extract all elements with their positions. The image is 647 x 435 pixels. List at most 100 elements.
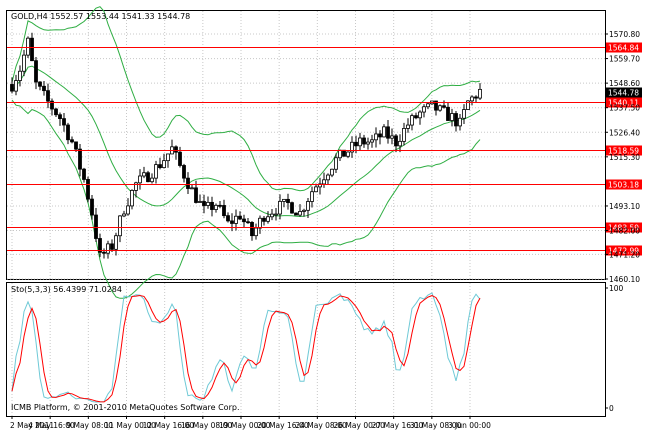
level-tag	[606, 222, 642, 233]
candle-body	[54, 108, 58, 116]
candle-body	[62, 118, 66, 126]
candle-body	[206, 201, 210, 206]
candle-body	[458, 117, 462, 127]
candle-body	[382, 126, 386, 138]
candle-body	[238, 215, 242, 220]
time-label: 24 May 08:00	[295, 421, 347, 430]
candle-body	[90, 198, 94, 216]
bollinger-middle	[11, 65, 481, 218]
main-price-pane[interactable]	[6, 10, 606, 280]
candle-body	[278, 201, 282, 215]
candle-body	[302, 209, 306, 212]
level-tag-label: 1503.18	[608, 181, 639, 190]
candle-body	[398, 140, 402, 147]
candle-body	[350, 141, 354, 153]
candle-body	[282, 198, 286, 202]
candle-body	[130, 190, 134, 207]
level-tag-label: 1518.59	[608, 147, 639, 156]
candle-body	[362, 137, 366, 145]
price-label: 1460.10	[609, 275, 640, 284]
level-tag	[606, 42, 642, 53]
candle-body	[46, 90, 50, 102]
time-label: 16 May 08:00	[181, 421, 233, 430]
candle-body	[186, 177, 190, 189]
stochastic-pane[interactable]	[6, 282, 606, 417]
candle-body	[390, 135, 394, 139]
candle-body	[30, 37, 34, 62]
price-label: 1559.70	[609, 55, 640, 64]
stochastic-axis: 100 0	[605, 284, 624, 413]
candle-body	[258, 217, 262, 229]
candle-body	[254, 227, 258, 237]
candle-body	[218, 204, 222, 207]
candle-body	[450, 113, 454, 121]
candle-body	[118, 215, 122, 237]
candle-body	[50, 100, 54, 110]
candle-body	[162, 160, 166, 169]
candle-body	[478, 88, 482, 99]
time-label: 2 May 2011	[10, 421, 54, 430]
level-tag-label: 1483.59	[608, 224, 639, 233]
price-label: 1526.40	[609, 128, 640, 137]
time-label: 31 May 08:00	[410, 421, 462, 430]
candle-body	[74, 141, 78, 150]
candle-body	[82, 168, 86, 180]
candle-body	[394, 135, 398, 147]
candle-body	[26, 37, 30, 56]
candle-body	[374, 133, 378, 141]
candle-body	[210, 201, 214, 210]
candle-body	[78, 148, 82, 170]
candle-body	[426, 103, 430, 108]
candle-body	[18, 70, 22, 81]
candle-body	[154, 164, 158, 179]
candle-body	[166, 153, 170, 162]
candle-body	[134, 182, 138, 191]
time-label: 26 May 00:00	[334, 421, 386, 430]
candle-body	[370, 139, 374, 143]
candle-body	[366, 141, 370, 145]
candle-body	[102, 251, 106, 254]
price-label: 1515.30	[609, 153, 640, 162]
stochastic-lines	[11, 292, 481, 403]
candle-body	[414, 115, 418, 119]
candle-body	[198, 201, 202, 203]
candle-body	[106, 243, 110, 254]
bollinger-upper	[11, 6, 481, 192]
candle-body	[214, 204, 218, 210]
grid-lines	[7, 11, 605, 416]
time-label: 19 May 00:00	[219, 421, 271, 430]
candle-body	[114, 235, 118, 250]
candle-body	[98, 238, 102, 253]
level-tag	[606, 145, 642, 156]
candle-body	[446, 106, 450, 121]
candle-body	[10, 84, 14, 92]
level-tag-label: 1564.84	[608, 44, 639, 53]
candle-body	[178, 151, 182, 166]
candle-body	[466, 100, 470, 110]
stoch-label: 0	[609, 404, 614, 413]
candle-body	[22, 54, 26, 72]
candle-body	[290, 202, 294, 214]
level-tag-label: 1540.11	[608, 99, 639, 108]
candle-body	[342, 149, 346, 157]
horizontal-levels[interactable]: 1564.84 1540.11 1518.59 1503.18 1483.59 1472.…	[7, 42, 642, 256]
candle-body	[410, 115, 414, 126]
candle-body	[306, 201, 310, 211]
price-label: 1570.80	[609, 30, 640, 39]
candle-body	[294, 212, 298, 216]
level-tag-label: 1472.99	[608, 247, 639, 256]
stoch-label: 100	[609, 284, 624, 293]
candle-body	[246, 221, 250, 224]
candle-body	[202, 201, 206, 206]
candle-body	[334, 157, 338, 170]
candle-body	[190, 187, 194, 190]
candle-body	[266, 216, 270, 222]
candle-body	[378, 133, 382, 138]
current-price-tag	[606, 87, 642, 98]
price-label: 1537.50	[609, 104, 640, 113]
candle-body	[442, 105, 446, 108]
stochastic-signal-line	[11, 294, 481, 403]
